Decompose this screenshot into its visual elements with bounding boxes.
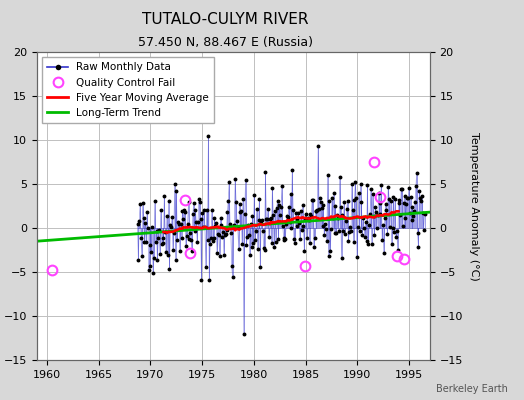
Y-axis label: Temperature Anomaly (°C): Temperature Anomaly (°C) — [470, 132, 479, 280]
Text: TUTALO-CULYM RIVER: TUTALO-CULYM RIVER — [142, 12, 309, 27]
Text: Berkeley Earth: Berkeley Earth — [436, 384, 508, 394]
Text: 57.450 N, 88.467 E (Russia): 57.450 N, 88.467 E (Russia) — [138, 36, 313, 49]
Legend: Raw Monthly Data, Quality Control Fail, Five Year Moving Average, Long-Term Tren: Raw Monthly Data, Quality Control Fail, … — [42, 57, 214, 123]
